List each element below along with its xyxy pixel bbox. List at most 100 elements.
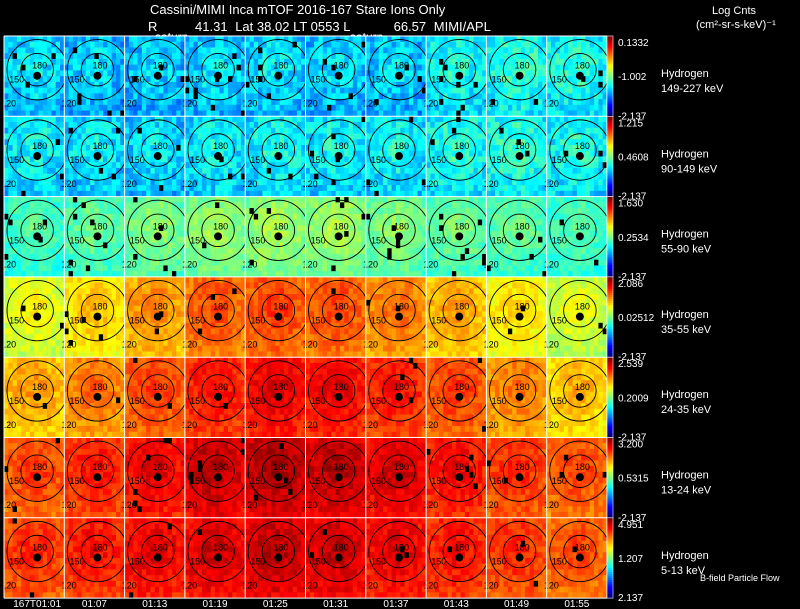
colorbar-segment [607, 351, 613, 354]
contour-label-180: 180 [273, 61, 288, 71]
colorbar-mid-label: 0.2534 [618, 233, 649, 244]
heatmap-cell [4, 276, 65, 358]
colorbar-segment [607, 483, 613, 487]
contour-label-180: 180 [153, 462, 168, 472]
contour-label-180: 180 [213, 382, 228, 392]
colorbar-max-label: 2.086 [618, 279, 643, 290]
heatmap-cell [4, 116, 65, 197]
contour-label-150: 150 [130, 235, 145, 245]
colorbar-segment [607, 36, 613, 39]
heatmap-cell [546, 437, 608, 519]
colorbar-segment [607, 489, 613, 493]
contour-inner [502, 293, 537, 328]
heatmap-cell [486, 517, 547, 599]
contour-label-180: 180 [394, 221, 409, 231]
contour-label-120: 120 [182, 99, 197, 109]
contour-label-120: 120 [1, 500, 16, 510]
colorbar-segment [607, 268, 613, 272]
colorbar-segment [607, 218, 613, 222]
contour-label-120: 120 [363, 340, 378, 350]
contour-inner [382, 534, 416, 569]
heatmap-cell [546, 517, 608, 599]
colorbar-segment [607, 168, 613, 171]
colorbar-segment [607, 395, 613, 398]
contour-label-120: 120 [122, 99, 137, 109]
colorbar-segment [607, 164, 613, 167]
contour-label-150: 150 [9, 396, 24, 406]
contour-label-180: 180 [394, 462, 409, 472]
colorbar-segment [607, 154, 613, 157]
saturn-marker [93, 152, 102, 161]
colorbar-segment [607, 401, 613, 404]
saturn-marker [334, 392, 343, 401]
contour-label-180: 180 [273, 543, 288, 553]
colorbar-segment [607, 146, 613, 149]
contour-label-150: 150 [250, 396, 265, 406]
colorbar-segment [607, 266, 613, 270]
contour-label-180: 180 [394, 61, 409, 71]
colorbar-segment [607, 78, 613, 81]
colorbar-segment [607, 76, 613, 79]
colorbar-segment [607, 44, 613, 47]
saturn-marker [93, 312, 102, 321]
contour-inner [201, 534, 235, 569]
contour-label-180: 180 [334, 462, 349, 472]
colorbar-segment [607, 200, 613, 204]
colorbar-segment [607, 198, 613, 202]
contour-inner [261, 374, 296, 408]
colorbar-segment [607, 86, 613, 89]
colorbar-segment [607, 234, 613, 238]
colorbar-segment [607, 230, 613, 234]
colorbar-segment [607, 505, 613, 509]
contour-inner [80, 52, 115, 87]
colorbar-segment [607, 582, 613, 585]
colorbar-segment [607, 479, 613, 483]
contour-label-150: 150 [371, 557, 386, 567]
contour-inner [382, 374, 416, 408]
colorbar-segment [607, 317, 613, 320]
contour-label-180: 180 [454, 61, 469, 71]
contour-label-180: 180 [273, 462, 288, 472]
contour-label-150: 150 [311, 155, 326, 165]
contour-label-150: 150 [492, 557, 507, 567]
colorbar-segment [607, 551, 613, 555]
contour-inner [321, 133, 356, 167]
colorbar-mid-label: 0.02512 [618, 313, 655, 324]
contour-label-180: 180 [575, 221, 590, 231]
colorbar-segment [607, 311, 613, 314]
colorbar-segment [607, 226, 613, 230]
contour-label-120: 120 [242, 420, 257, 430]
contour-label-150: 150 [9, 557, 24, 567]
colorbar-segment [607, 361, 613, 364]
saturn-marker [334, 312, 343, 321]
contour-label-120: 120 [61, 99, 76, 109]
colorbar-segment [607, 244, 613, 248]
contour-label-120: 120 [242, 99, 257, 109]
colorbar-segment [607, 449, 613, 452]
saturn-marker [515, 553, 524, 562]
colorbar-segment [607, 493, 613, 497]
saturn-marker [334, 553, 343, 562]
x-tick-label: 01:19 [203, 599, 228, 609]
contour-inner [563, 374, 597, 408]
contour-label-180: 180 [213, 61, 228, 71]
colorbar-segment [607, 367, 613, 370]
saturn-marker [575, 152, 584, 161]
colorbar-max-label: 2.539 [618, 359, 643, 370]
heatmap-cell [245, 357, 306, 438]
heatmap-cell [124, 357, 186, 438]
colorbar-segment [607, 172, 613, 175]
colorbar-segment [607, 594, 613, 597]
org-label: MIMI/APL [433, 19, 491, 34]
contour-inner [382, 133, 416, 167]
colorbar-segment [607, 586, 613, 589]
colorbar-segment [607, 467, 613, 471]
saturn-marker [153, 553, 162, 562]
colorbar-segment [607, 290, 613, 294]
colorbar-segment [607, 292, 613, 296]
contour-inner [321, 534, 356, 569]
colorbar-segment [607, 511, 613, 515]
colorbar-max-label: 1.215 [618, 118, 643, 129]
colorbar-segment [607, 140, 613, 143]
colorbar-segment [607, 214, 613, 218]
